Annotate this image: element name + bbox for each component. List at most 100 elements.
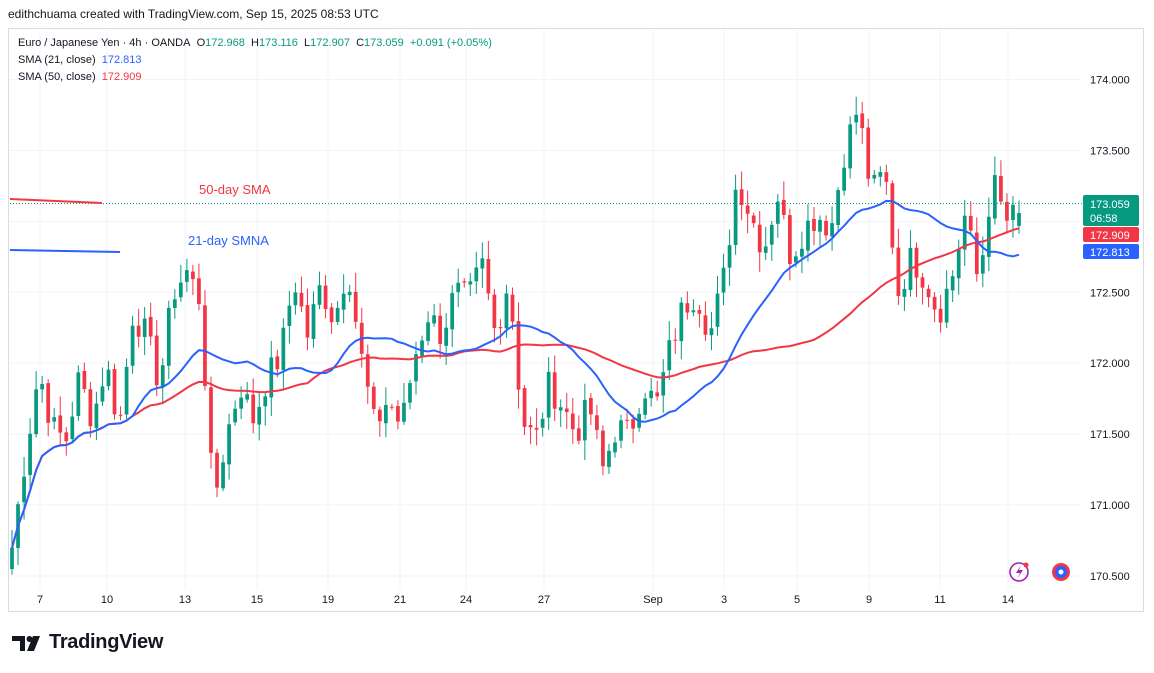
candle [528, 416, 533, 445]
chart-frame[interactable] [8, 28, 1144, 612]
candle [589, 393, 593, 426]
candle [944, 270, 949, 329]
candle-body [872, 174, 877, 179]
candle [993, 156, 997, 225]
candle-body [263, 396, 268, 407]
candle-body [661, 372, 666, 396]
candle [890, 180, 895, 255]
candle-body [950, 276, 955, 291]
candle [968, 201, 973, 236]
candle-body [607, 450, 611, 468]
candle-body [697, 309, 702, 314]
y-tick-label: 173.500 [1090, 146, 1130, 158]
candle [347, 284, 352, 303]
candle [462, 278, 467, 288]
candle-body [715, 293, 720, 327]
x-tick-label: 11 [934, 594, 945, 606]
candle-body [396, 406, 400, 422]
candle-body [462, 281, 467, 283]
candle [818, 215, 822, 247]
lightning-icon[interactable] [1009, 562, 1029, 582]
candle [76, 365, 81, 421]
close-value: 173.059 [364, 37, 404, 49]
sma21-drawn-legend-line [9, 249, 121, 253]
candle-body [769, 224, 774, 245]
candle [474, 251, 479, 294]
candle [227, 413, 231, 480]
candle-body [516, 321, 521, 390]
candle [709, 311, 714, 351]
candle-body [492, 294, 497, 329]
candle-body [160, 365, 165, 388]
candle [305, 288, 310, 351]
candle-body [787, 215, 792, 264]
candle-body [76, 372, 81, 416]
candle-body [806, 220, 810, 251]
candle-body [691, 310, 696, 313]
candle-body [757, 224, 762, 253]
candle-body [365, 354, 370, 387]
candle-body [239, 397, 244, 409]
candle-body [438, 315, 442, 344]
candle [703, 301, 708, 341]
candle-body [480, 258, 485, 269]
candle [172, 289, 177, 319]
candle-body [305, 305, 310, 338]
candle-body [209, 387, 213, 453]
candle-body [540, 418, 545, 428]
candle-body [444, 327, 449, 346]
candle-body [456, 282, 461, 293]
candle-body [197, 278, 201, 304]
candle-body [112, 368, 117, 415]
candle-body [926, 288, 931, 298]
candle [908, 230, 913, 297]
candle [106, 360, 111, 391]
candle [655, 380, 660, 401]
candle-body [920, 277, 925, 288]
candle-body [390, 406, 394, 408]
candle [191, 264, 195, 296]
candle-body [118, 414, 123, 416]
candle [842, 154, 847, 196]
candle [245, 381, 250, 403]
candle-body [432, 315, 436, 324]
candle-body [842, 167, 847, 191]
candle-body [70, 416, 75, 440]
candle-body [317, 285, 322, 305]
candle [10, 530, 14, 575]
candle [34, 370, 38, 438]
sma50-drawn-legend-line [9, 198, 103, 204]
sma50-line [11, 227, 1020, 549]
candle [920, 273, 925, 305]
candle-body [251, 394, 256, 424]
candle-body [962, 215, 967, 250]
candle-body [589, 397, 593, 415]
candle [999, 160, 1003, 205]
candle-body [552, 372, 557, 409]
candle [432, 304, 436, 327]
candle [371, 382, 376, 415]
candle [58, 396, 63, 446]
globe-icon[interactable] [1052, 563, 1070, 581]
candle [570, 398, 575, 444]
candle [414, 341, 418, 395]
candle [516, 302, 521, 409]
candle [317, 271, 322, 310]
candle [769, 221, 774, 261]
tradingview-brand[interactable]: TradingView [12, 631, 163, 654]
candle [534, 408, 539, 446]
candle-body [595, 415, 599, 430]
grid-lines [10, 30, 1080, 590]
candle-body [184, 270, 189, 282]
last-price-tag: 173.059 06:58 [1083, 195, 1139, 226]
candle-body [215, 452, 219, 488]
x-tick-label: 14 [1002, 594, 1014, 606]
candle [751, 212, 756, 228]
candle-body [178, 282, 183, 298]
candle-body [570, 413, 575, 430]
candle [408, 379, 412, 410]
candle-body [685, 303, 690, 313]
candle [504, 284, 509, 338]
x-tick-label: Sep [643, 594, 663, 606]
